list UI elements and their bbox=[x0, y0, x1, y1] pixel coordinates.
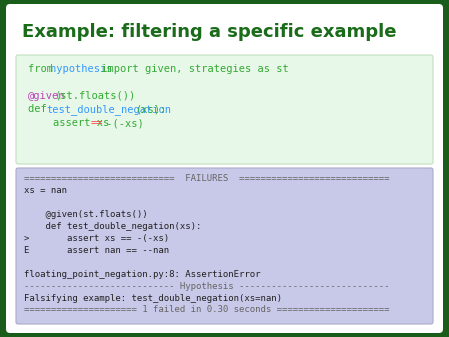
Text: (st.floats()): (st.floats()) bbox=[55, 91, 136, 101]
Text: import given, strategies as st: import given, strategies as st bbox=[95, 64, 289, 74]
Text: @given: @given bbox=[28, 91, 66, 101]
FancyBboxPatch shape bbox=[6, 4, 443, 333]
Text: hypothesis: hypothesis bbox=[50, 64, 113, 74]
Text: test_double_negation: test_double_negation bbox=[46, 104, 171, 115]
Text: assert xs: assert xs bbox=[28, 118, 115, 128]
Text: ==: == bbox=[91, 118, 103, 128]
Text: @given(st.floats()): @given(st.floats()) bbox=[24, 210, 148, 219]
Text: (xs):: (xs): bbox=[136, 104, 167, 114]
Text: from: from bbox=[28, 64, 59, 74]
Text: -(-xs): -(-xs) bbox=[100, 118, 143, 128]
Text: xs = nan: xs = nan bbox=[24, 186, 67, 195]
Text: def test_double_negation(xs):: def test_double_negation(xs): bbox=[24, 222, 201, 231]
Text: def: def bbox=[28, 104, 53, 114]
Text: Falsifying example: test_double_negation(xs=nan): Falsifying example: test_double_negation… bbox=[24, 294, 282, 303]
FancyBboxPatch shape bbox=[16, 168, 433, 324]
Text: floating_point_negation.py:8: AssertionError: floating_point_negation.py:8: AssertionE… bbox=[24, 270, 260, 279]
Text: Example: filtering a specific example: Example: filtering a specific example bbox=[22, 23, 396, 41]
Text: ---------------------------- Hypothesis ----------------------------: ---------------------------- Hypothesis … bbox=[24, 282, 389, 291]
Text: ============================  FAILURES  ============================: ============================ FAILURES ==… bbox=[24, 174, 389, 183]
Text: ===================== 1 failed in 0.30 seconds =====================: ===================== 1 failed in 0.30 s… bbox=[24, 305, 389, 314]
FancyBboxPatch shape bbox=[16, 55, 433, 164]
Text: E       assert nan == --nan: E assert nan == --nan bbox=[24, 246, 169, 255]
Text: >       assert xs == -(-xs): > assert xs == -(-xs) bbox=[24, 234, 169, 243]
